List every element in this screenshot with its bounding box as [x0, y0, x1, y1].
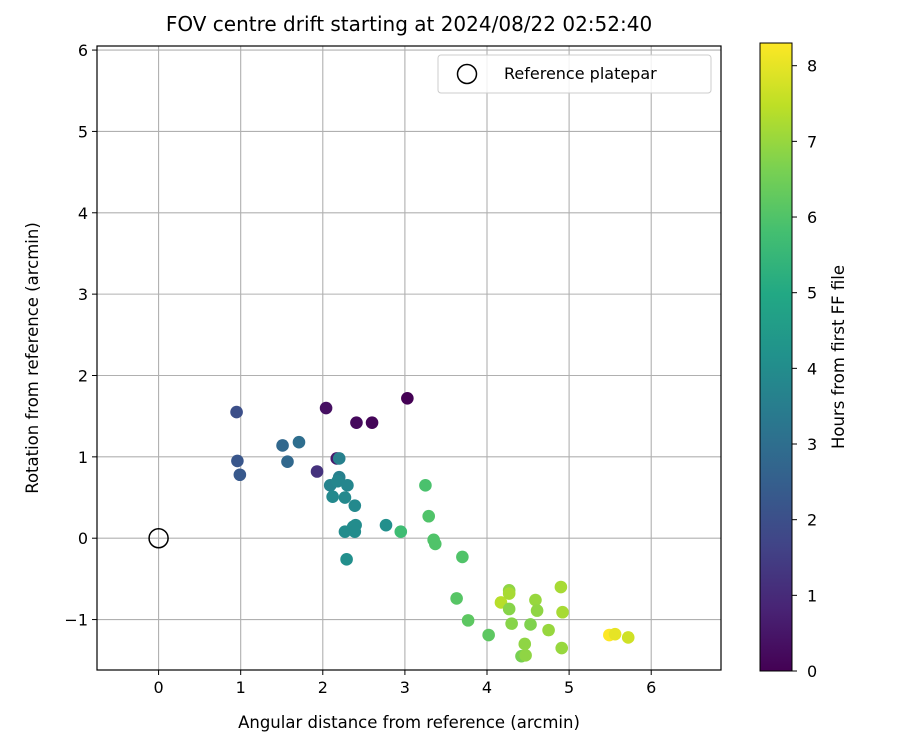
data-point [482, 628, 495, 642]
data-point [233, 468, 247, 482]
data-point [292, 435, 306, 449]
data-point [230, 405, 243, 419]
y-axis-label: Rotation from reference (arcmin) [23, 222, 42, 494]
data-point [231, 454, 244, 468]
colorbar-tick-label: 2 [807, 511, 817, 530]
data-point [461, 614, 475, 627]
data-point [326, 490, 339, 504]
y-tick-label: 1 [78, 448, 88, 467]
y-tick-label: 4 [78, 204, 88, 223]
data-point [529, 593, 542, 607]
legend-reference-marker [456, 63, 478, 85]
data-point [505, 617, 518, 630]
data-point [340, 553, 353, 566]
y-tick-label: 3 [78, 285, 88, 304]
data-point [502, 602, 516, 616]
data-point [621, 631, 635, 644]
data-point [276, 439, 289, 452]
data-point [332, 452, 346, 465]
data-point [555, 641, 569, 655]
colorbar-tick-label: 6 [807, 208, 817, 227]
colorbar-gradient [759, 42, 793, 672]
colorbar-tick-label: 7 [807, 132, 817, 151]
data-point [456, 550, 469, 564]
y-tick-label: 6 [78, 41, 88, 60]
colorbar-tick-label: 8 [807, 57, 817, 76]
colorbar-tick-label: 4 [807, 359, 817, 378]
data-points [148, 391, 635, 663]
data-point [341, 479, 354, 492]
colorbar-tick-label: 1 [807, 586, 817, 605]
colorbar-tick-label: 0 [807, 662, 817, 681]
legend-box [437, 54, 712, 94]
chart-title: FOV centre drift starting at 2024/08/22 … [166, 12, 652, 36]
data-point [524, 618, 537, 631]
data-point [428, 537, 442, 551]
data-point [542, 623, 555, 637]
data-point [530, 604, 544, 617]
data-point [556, 605, 569, 619]
plot-frame [96, 45, 722, 671]
colorbar-tick-label: 5 [807, 284, 817, 303]
colorbar-ticks: 0 1 2 3 4 5 6 7 8 [792, 57, 817, 681]
data-point [450, 592, 463, 605]
x-tick-label: 5 [564, 678, 574, 697]
x-tick-label: 0 [153, 678, 163, 697]
legend-entry-label: Reference platepar [504, 64, 657, 83]
data-point [608, 627, 622, 641]
data-point [348, 525, 362, 538]
colorbar-label: Hours from first FF file [829, 265, 848, 449]
data-point [281, 455, 294, 469]
y-tick-label: 0 [78, 529, 88, 548]
data-point [348, 499, 362, 512]
x-tick-label: 3 [400, 678, 410, 697]
y-tick-label: −1 [64, 611, 88, 630]
y-tick-label: 2 [78, 366, 88, 385]
data-point [379, 518, 393, 532]
grid [97, 46, 721, 670]
data-point [319, 401, 333, 415]
x-tick-label: 6 [646, 678, 656, 697]
data-point [518, 637, 532, 651]
data-point [519, 649, 532, 662]
data-point [419, 479, 432, 492]
x-tick-label: 1 [236, 678, 246, 697]
data-point [365, 416, 379, 429]
legend: Reference platepar [437, 54, 712, 94]
colorbar-tick-label: 3 [807, 435, 817, 454]
x-tick-label: 4 [482, 678, 492, 697]
x-axis-ticks: 0 1 2 3 4 5 6 [153, 670, 656, 697]
data-point [338, 491, 352, 504]
data-point [331, 474, 344, 488]
data-point [350, 416, 363, 429]
reference-point [148, 527, 169, 549]
x-tick-label: 2 [318, 678, 328, 697]
colorbar: 0 1 2 3 4 5 6 7 8 Hours from first FF file [759, 42, 848, 681]
data-point [401, 391, 414, 405]
x-axis-label: Angular distance from reference (arcmin) [238, 713, 580, 732]
data-point [502, 587, 516, 600]
data-point [310, 465, 324, 478]
data-point [394, 525, 408, 538]
y-axis-ticks: −1 0 1 2 3 4 5 6 [64, 41, 97, 630]
y-tick-label: 5 [78, 122, 88, 141]
data-point [422, 509, 436, 523]
data-point [554, 580, 568, 594]
